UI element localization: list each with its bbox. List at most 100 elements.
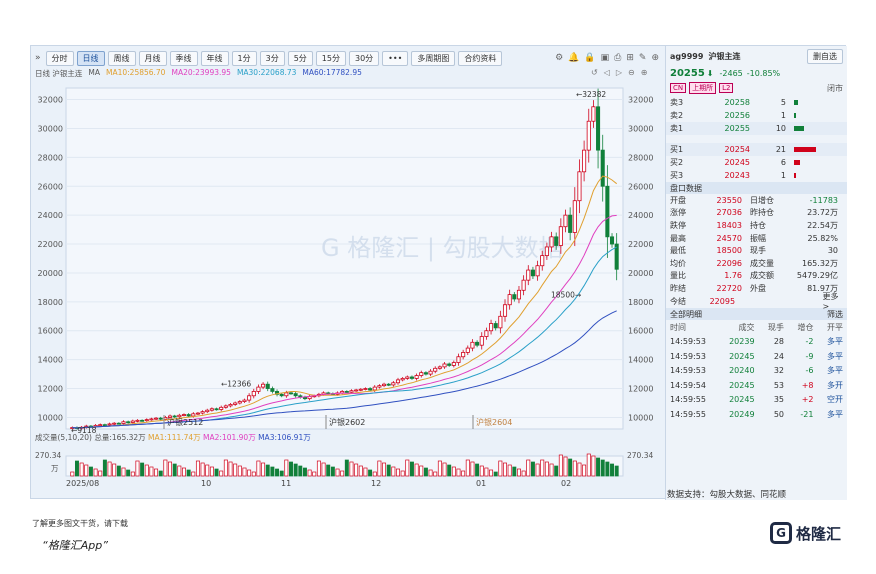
candle-body [475, 341, 480, 346]
tick-cell: 20245 [729, 351, 755, 361]
candle-body [428, 370, 433, 375]
volume-bar [530, 461, 535, 477]
stat-label: 现手 [750, 246, 766, 256]
volume-bar [586, 453, 591, 477]
volume-bar [130, 471, 135, 477]
stat-value: 25.82% [807, 233, 838, 243]
candle-body [382, 383, 387, 387]
period-button-0[interactable]: 分时 [45, 50, 74, 66]
volume-bar [526, 459, 531, 477]
prev-icon[interactable]: ◁ [603, 68, 610, 77]
remove-watch-button[interactable]: 删自选 [807, 48, 843, 64]
candle-body [470, 341, 475, 349]
book-volume: 21 [775, 145, 786, 154]
book-volume: 5 [780, 98, 786, 107]
period-button-1[interactable]: 日线 [76, 50, 105, 66]
stat-label: 量比 [670, 271, 686, 281]
volume-bar [479, 465, 484, 477]
contract-label: 沪银2602 [329, 417, 365, 427]
candle-body [516, 289, 521, 300]
bell-icon[interactable]: 🔔 [568, 53, 580, 63]
period-button-7[interactable]: 3分 [259, 50, 285, 66]
volume-bar [93, 468, 98, 477]
next-icon[interactable]: ▷ [615, 68, 623, 77]
volume-bar [144, 464, 149, 477]
candle-body [223, 405, 228, 408]
candle-body [451, 362, 456, 366]
vol-top-left: 270.34 [35, 451, 61, 460]
ticks-title[interactable]: 全部明细 [670, 309, 702, 319]
candle-body [247, 395, 252, 401]
candle-body [219, 406, 224, 410]
y-tick-left: 16000 [38, 327, 63, 336]
period-button-13[interactable]: 合约资料 [458, 50, 503, 66]
volume-bar [326, 464, 331, 477]
watermark: G 格隆汇 | 勾股大数据 [321, 234, 563, 262]
period-button-9[interactable]: 15分 [315, 50, 346, 66]
volume-bar [335, 468, 340, 477]
filter-button[interactable]: 筛选 [827, 309, 843, 319]
stat-label: 开盘 [670, 195, 686, 205]
candle-body [456, 356, 461, 363]
ma60-value: MA60:17782.95 [302, 68, 362, 77]
volume-bar [163, 459, 168, 477]
period-button-8[interactable]: 5分 [287, 50, 313, 66]
volume-bar [158, 470, 163, 477]
y-tick-right: 10000 [628, 413, 653, 422]
volume-bar [549, 463, 554, 477]
data-source: 数据支持：勾股大数据、同花顺 [667, 490, 787, 500]
tag-row: CN 上期所 L2 闭市 [666, 80, 847, 96]
stat-value: 1.76 [724, 271, 742, 281]
volume-bar [423, 467, 428, 477]
candle-body [554, 236, 559, 246]
stat-row: 涨停 27036 昨持仓 23.72万 [666, 207, 847, 220]
volume-bar [321, 462, 326, 477]
save-icon[interactable]: ⎙ [614, 53, 622, 63]
period-button-2[interactable]: 周线 [107, 50, 136, 66]
candle-body [591, 106, 596, 122]
ruler-icon[interactable]: ⊞ [626, 53, 634, 63]
volume-bar [84, 464, 89, 477]
candle-body [288, 392, 294, 395]
volume-bar [461, 470, 466, 477]
book-label: 买1 [670, 145, 684, 154]
period-button-11[interactable]: ••• [382, 50, 409, 66]
volume-bar [344, 459, 349, 477]
draw-icon[interactable]: ✎ [638, 53, 647, 63]
start-annotation: ←9118 [71, 426, 97, 435]
candle-body [121, 421, 126, 424]
candle-body [605, 185, 610, 238]
depth-bar [794, 173, 796, 178]
period-button-6[interactable]: 1分 [231, 50, 257, 66]
volume-bar [75, 460, 79, 477]
candle-body [209, 408, 214, 411]
candle-body [140, 419, 145, 422]
volume-bar [498, 460, 503, 477]
period-button-5[interactable]: 年线 [200, 50, 229, 66]
settings-icon[interactable]: ⚙ [555, 53, 564, 63]
period-button-4[interactable]: 季线 [169, 50, 198, 66]
period-button-3[interactable]: 月线 [138, 50, 167, 66]
y-tick-left: 10000 [38, 413, 63, 422]
tag-1: 上期所 [689, 82, 717, 94]
volume-bar [596, 457, 601, 477]
candle-body [423, 372, 428, 375]
candle-body [614, 243, 619, 270]
period-button-10[interactable]: 30分 [348, 50, 380, 66]
screenshot-icon[interactable]: ▣ [600, 53, 610, 63]
grid-icon[interactable]: ⊕ [651, 53, 659, 63]
book-label: 卖1 [670, 124, 684, 133]
depth-bar [794, 160, 800, 165]
refresh-icon[interactable]: ↺ [591, 68, 598, 77]
stat-value: 81.97万 [807, 283, 838, 293]
volume-bar [205, 464, 210, 477]
stats-grid: 开盘 23550 日增仓 -11783 涨停 27036 昨持仓 23.72万 跌停 18403 持… [666, 194, 847, 311]
period-button-12[interactable]: 多周期图 [411, 50, 456, 66]
zoom-out-icon[interactable]: ⊖ [628, 68, 635, 77]
tick-cell: 多平 [826, 337, 843, 347]
collapse-icon[interactable]: » [35, 53, 41, 63]
lock-icon[interactable]: 🔒 [584, 53, 596, 63]
logo-icon: G [770, 522, 792, 544]
zoom-in-icon[interactable]: ⊕ [640, 68, 648, 77]
more-link[interactable]: 更多> [822, 292, 839, 312]
